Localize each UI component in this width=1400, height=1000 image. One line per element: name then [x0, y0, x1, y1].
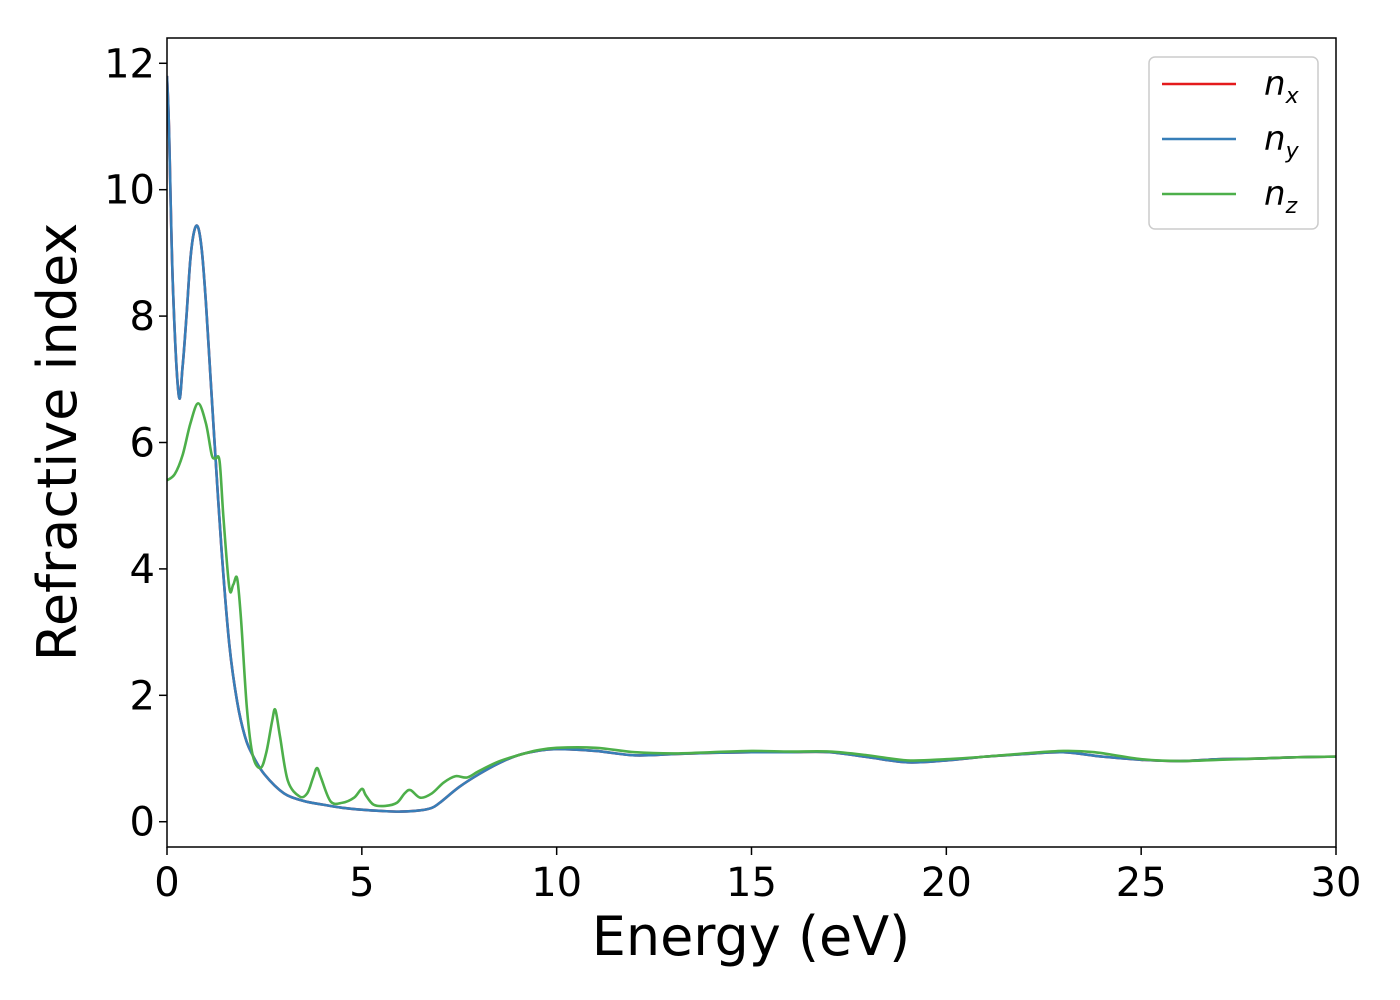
series-line-nz: [167, 402, 1336, 808]
x-tick-label: 5: [349, 860, 374, 906]
x-tick-label: 0: [154, 860, 179, 906]
legend-label-subscript: x: [1285, 84, 1300, 109]
x-tick-label: 15: [726, 860, 777, 906]
legend-label-subscript: y: [1285, 139, 1300, 164]
plot-frame: [166, 37, 1337, 848]
y-tick-label: 0: [130, 800, 155, 846]
legend-label-base: n: [1264, 174, 1286, 214]
y-tick-label: 12: [104, 41, 155, 87]
x-tick-label: 30: [1311, 860, 1362, 906]
x-tick-label: 10: [531, 860, 582, 906]
axis-ticks: 0 5 10 15 20 25 30 0 2 4 6 8 10 12: [104, 41, 1361, 906]
x-axis-title: Energy (eV): [592, 905, 911, 968]
y-tick-label: 10: [104, 168, 155, 214]
x-tick-label: 25: [1116, 860, 1167, 906]
legend-label-nz: nz: [1264, 174, 1298, 219]
legend-label-base: n: [1264, 64, 1286, 104]
legend-box: [1148, 56, 1319, 230]
plot-area: [167, 75, 1336, 813]
y-tick-label: 2: [130, 673, 155, 719]
y-axis-title: Refractive index: [26, 223, 89, 662]
legend-label-nx: nx: [1264, 64, 1300, 109]
y-tick-label: 4: [130, 547, 155, 593]
y-tick-label: 8: [130, 294, 155, 340]
x-tick-label: 20: [921, 860, 972, 906]
legend-label-base: n: [1264, 119, 1286, 159]
legend-label-ny: ny: [1264, 119, 1300, 164]
legend-label-subscript: z: [1285, 194, 1298, 219]
y-tick-label: 6: [130, 421, 155, 467]
